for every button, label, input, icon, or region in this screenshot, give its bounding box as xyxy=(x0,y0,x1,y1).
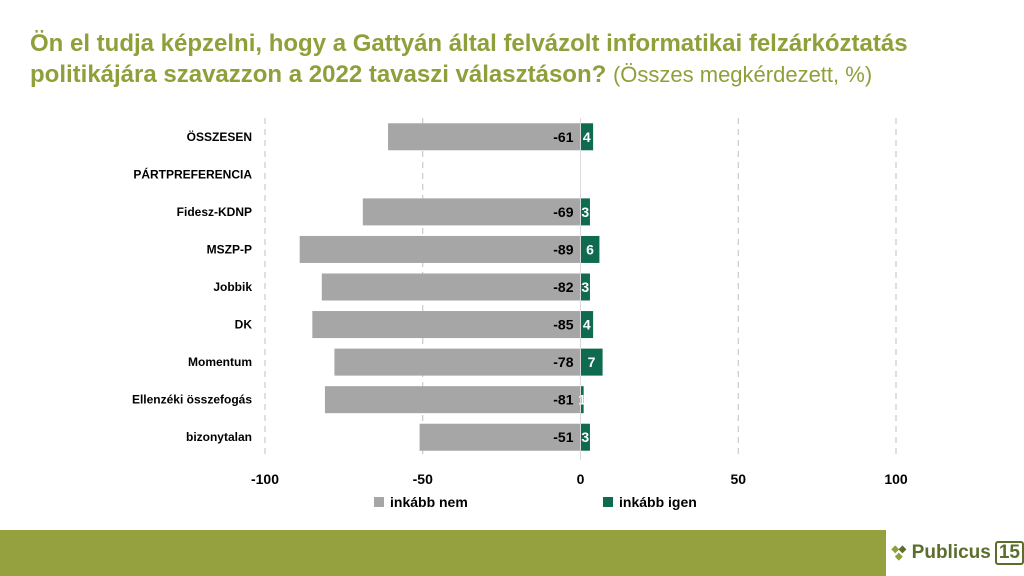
data-label-inkabb-nem: -69 xyxy=(553,204,573,220)
data-label-inkabb-nem: -82 xyxy=(553,279,573,295)
data-label-inkabb-nem: -81 xyxy=(553,392,573,408)
category-label: ÖSSZESEN xyxy=(187,129,252,144)
bar-inkabb-nem xyxy=(362,198,581,226)
bar-inkabb-igen xyxy=(580,123,594,151)
bar-inkabb-igen xyxy=(580,311,594,339)
diverging-bar-chart: ÖSSZESEN -61 4 PÁRTPREFERENCIA Fidesz-KDNP -6… xyxy=(132,118,908,510)
data-label-inkabb-igen: 4 xyxy=(583,129,591,145)
category-label: MSZP-P xyxy=(207,242,252,256)
bar-inkabb-igen xyxy=(580,423,590,451)
x-tick-label: -100 xyxy=(251,471,279,487)
data-label-inkabb-nem: -51 xyxy=(553,429,573,445)
x-tick-label: 50 xyxy=(730,471,746,487)
legend-label: inkább igen xyxy=(619,494,697,510)
data-label-inkabb-igen: 3 xyxy=(581,204,589,220)
data-label-inkabb-igen: 3 xyxy=(581,429,589,445)
title-main: Ön el tudja képzelni, hogy a Gattyán ált… xyxy=(30,30,908,88)
category-label: DK xyxy=(235,318,253,332)
bar-inkabb-igen xyxy=(580,386,584,414)
data-label-inkabb-nem: -78 xyxy=(553,354,573,370)
bar-inkabb-igen xyxy=(580,273,590,301)
bar-inkabb-nem xyxy=(312,311,581,339)
chart-title: Ön el tudja képzelni, hogy a Gattyán ált… xyxy=(30,28,1010,90)
logo-diamond-icon xyxy=(891,545,907,561)
bar-inkabb-nem xyxy=(324,386,581,414)
x-tick-label: -50 xyxy=(413,471,433,487)
logo-number: 15 xyxy=(994,541,1024,565)
logo-text: Publicus xyxy=(911,542,991,563)
title-subtitle: (Összes megkérdezett, %) xyxy=(612,62,873,87)
category-label: bizonytalan xyxy=(186,430,252,444)
data-label-inkabb-igen: 7 xyxy=(588,354,596,370)
bar-inkabb-nem xyxy=(299,235,581,263)
data-label-inkabb-nem: -85 xyxy=(553,317,573,333)
publicus-logo: Publicus 15 xyxy=(890,535,1024,571)
legend-swatch xyxy=(603,497,613,507)
data-label-inkabb-nem: -61 xyxy=(553,129,573,145)
bar-inkabb-nem xyxy=(334,348,581,376)
bar-inkabb-nem xyxy=(321,273,581,301)
category-label: Jobbik xyxy=(213,280,252,294)
category-label: Fidesz-KDNP xyxy=(177,205,252,219)
x-tick-label: 0 xyxy=(577,471,585,487)
bar-inkabb-nem xyxy=(388,123,581,151)
data-label-inkabb-igen: 3 xyxy=(581,279,589,295)
data-label-inkabb-igen: 6 xyxy=(586,241,594,257)
bar-inkabb-igen xyxy=(580,198,590,226)
category-label: PÁRTPREFERENCIA xyxy=(133,166,252,181)
footer-bar xyxy=(0,530,886,576)
data-label-inkabb-igen: 4 xyxy=(583,317,591,333)
category-label: Momentum xyxy=(188,355,252,369)
legend-swatch xyxy=(374,497,384,507)
bar-inkabb-nem xyxy=(419,423,581,451)
legend-label: inkább nem xyxy=(390,494,468,510)
data-label-inkabb-igen: 1 xyxy=(578,392,586,408)
x-tick-label: 100 xyxy=(884,471,908,487)
bar-inkabb-igen xyxy=(580,235,600,263)
bar-inkabb-igen xyxy=(580,348,603,376)
category-label: Ellenzéki összefogás xyxy=(132,393,252,407)
data-label-inkabb-nem: -89 xyxy=(553,241,573,257)
